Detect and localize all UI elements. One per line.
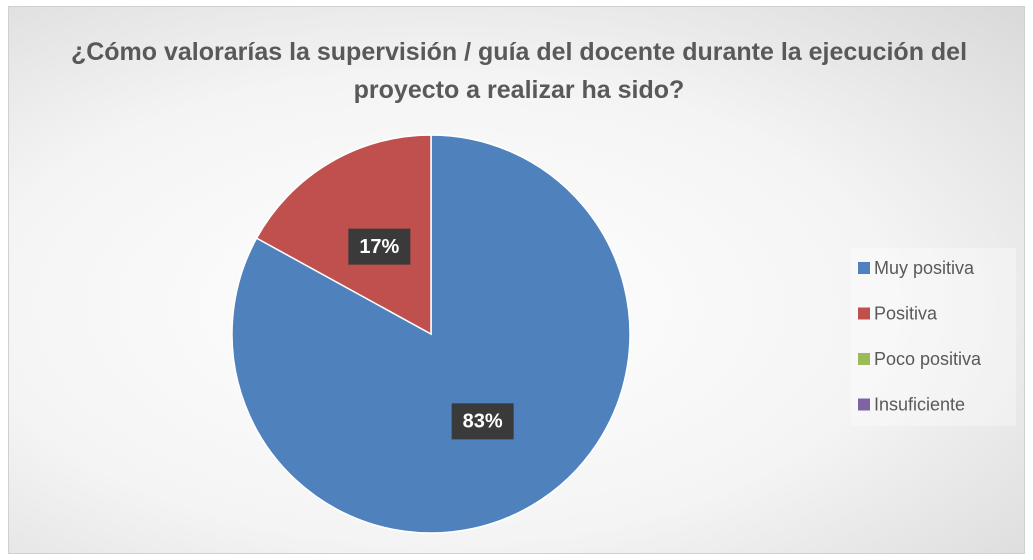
legend-label: Poco positiva — [874, 349, 982, 369]
data-label: 17% — [359, 236, 399, 258]
legend-label: Insuficiente — [874, 394, 965, 414]
data-label-box — [451, 403, 514, 440]
legend-box — [851, 248, 1016, 426]
pie-slice — [255, 134, 432, 336]
legend-label: Positiva — [874, 303, 938, 323]
legend-swatch — [858, 262, 870, 274]
data-label: 83% — [463, 411, 503, 433]
chart-title: ¿Cómo valorarías la supervisión / guía d… — [70, 38, 968, 104]
data-label-box — [348, 228, 411, 265]
legend-swatch — [858, 307, 870, 320]
legend-swatch — [858, 398, 870, 411]
legend-label: Muy positiva — [874, 258, 975, 278]
legend-swatch — [858, 353, 870, 365]
